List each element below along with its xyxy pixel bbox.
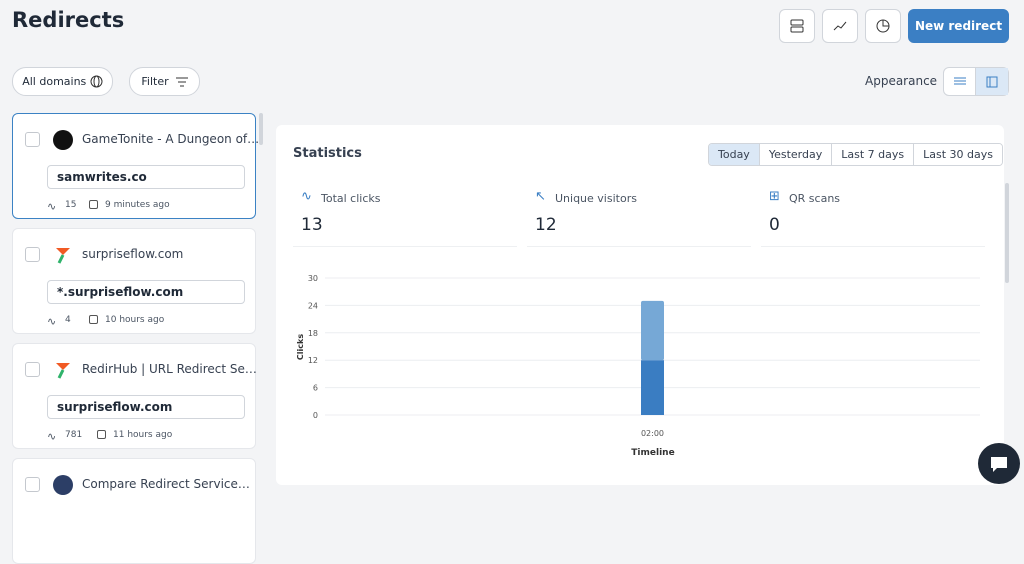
redirect-card[interactable]: GameTonite - A Dungeon of… samwrites.co ∿ 1… (12, 113, 260, 219)
click-count: 4 (65, 315, 71, 325)
activity-icon: ∿ (47, 430, 57, 443)
checkbox[interactable] (25, 132, 40, 147)
x-tick-label: 02:00 (641, 429, 664, 438)
redirect-domain: samwrites.co (47, 165, 245, 189)
metric-icon: ↖ (535, 189, 546, 204)
redirect-domain: *.surpriseflow.com (47, 280, 245, 304)
pie-button[interactable] (865, 9, 901, 43)
redirect-name: RedirHub | URL Redirect Se… (82, 362, 257, 376)
redirect-time: 10 hours ago (105, 315, 165, 325)
metric-value: 12 (535, 215, 557, 235)
activity-icon: ∿ (47, 315, 57, 328)
statistics-title: Statistics (293, 146, 362, 161)
redirect-card[interactable]: surpriseflow.com *.surpriseflow.com ∿ 4 10 h… (12, 228, 256, 334)
chart: 0 6 12 18 24 30 Clicks Timeline 02:00 (296, 274, 980, 458)
page-title: Redirects (12, 8, 125, 32)
range-option[interactable]: Last 30 days (913, 144, 1002, 165)
metric-card: ⊞ QR scans 0 (761, 183, 985, 247)
domains-label: All domains (22, 75, 87, 88)
checkbox[interactable] (25, 362, 40, 377)
y-tick-label: 24 (308, 301, 318, 310)
x-axis-label: Timeline (631, 448, 674, 458)
bar-segment (641, 360, 664, 415)
metric-value: 13 (301, 215, 323, 235)
y-tick-label: 30 (308, 274, 318, 283)
y-axis-label: Clicks (296, 334, 305, 360)
bar-segment (641, 300, 664, 361)
favicon (53, 130, 73, 150)
metric-value: 0 (769, 215, 780, 235)
redirect-domain: surpriseflow.com (47, 395, 245, 419)
calendar-icon (89, 200, 98, 209)
click-count: 781 (65, 430, 83, 440)
metric-icon: ⊞ (769, 189, 780, 204)
filter-button[interactable]: Filter (129, 67, 200, 96)
metric-label: Unique visitors (555, 192, 637, 205)
range-option[interactable]: Yesterday (758, 144, 832, 165)
calendar-icon (97, 430, 106, 439)
metric-card: ∿ Total clicks 13 (293, 183, 517, 247)
checkbox[interactable] (25, 247, 40, 262)
range-selector: Today Yesterday Last 7 days Last 30 days (708, 143, 1003, 166)
view-toggle[interactable] (943, 67, 1009, 96)
metric-label: QR scans (789, 192, 841, 205)
range-option[interactable]: Today (709, 144, 759, 165)
new-redirect-button[interactable]: New redirect (908, 9, 1009, 43)
activity-icon: ∿ (47, 200, 57, 213)
metric-icon: ∿ (301, 189, 312, 204)
redirect-card[interactable]: RedirHub | URL Redirect Se… surpriseflow.… (12, 343, 257, 449)
layout-button[interactable] (779, 9, 815, 43)
redirect-name: surpriseflow.com (82, 247, 184, 261)
favicon (53, 245, 73, 265)
calendar-icon (89, 315, 98, 324)
favicon (53, 360, 73, 380)
trend-button[interactable] (822, 9, 858, 43)
redirect-time: 11 hours ago (113, 430, 173, 440)
y-tick-label: 6 (313, 384, 318, 393)
page: Redirects New redirect All domains Filte… (12, 8, 1020, 564)
metric-label: Total clicks (321, 192, 381, 205)
y-tick-label: 0 (313, 411, 318, 420)
range-option[interactable]: Last 7 days (831, 144, 914, 165)
filter-label: Filter (141, 75, 169, 88)
panel-scrollbar (1005, 183, 1009, 283)
click-count: 15 (65, 200, 77, 210)
domains-filter[interactable]: All domains (12, 67, 113, 96)
y-tick-label: 12 (308, 356, 318, 365)
chat-button[interactable] (978, 443, 1020, 484)
metric-card: ↖ Unique visitors 12 (527, 183, 751, 247)
appearance-label: Appearance (865, 74, 938, 88)
scrollbar (259, 113, 263, 145)
redirect-name: GameTonite - A Dungeon of… (82, 132, 260, 146)
y-tick-label: 18 (308, 329, 318, 338)
redirect-time: 9 minutes ago (105, 200, 170, 210)
